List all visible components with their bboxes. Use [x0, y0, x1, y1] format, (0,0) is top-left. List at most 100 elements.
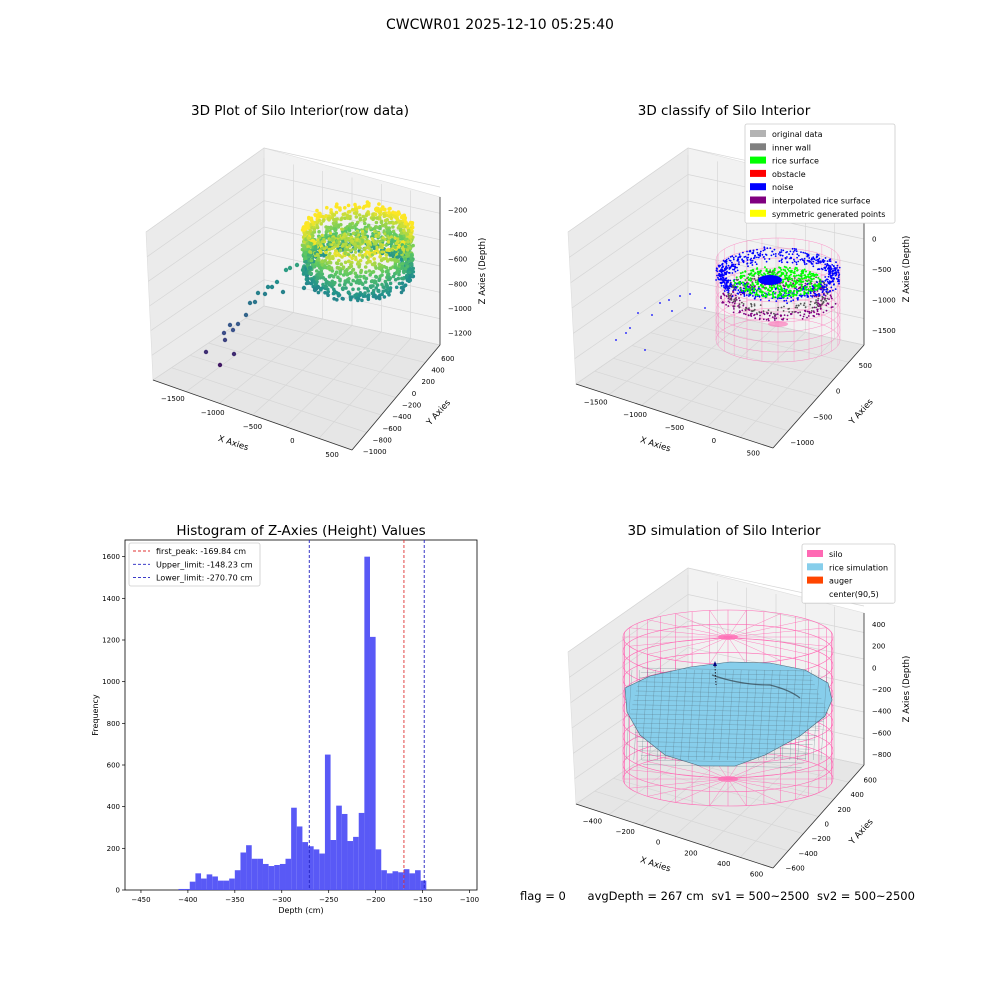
raw-data-point: [406, 240, 410, 244]
raw-x-axis-label: X Axies: [217, 434, 250, 453]
sim-rice-mesh: [631, 718, 824, 722]
cls-rice-surface-point: [756, 270, 759, 273]
raw-data-point: [342, 282, 347, 287]
cls-interpolated-point: [737, 305, 739, 307]
raw-data-point: [350, 225, 355, 230]
sim-grid-line: [567, 567, 689, 653]
raw-data-point: [372, 246, 377, 250]
raw-data-point: [324, 230, 329, 234]
cls-noise-point: [801, 294, 804, 297]
cls-noise-point: [731, 272, 734, 274]
raw-data-point: [334, 227, 338, 232]
cls-rice-surface-point: [804, 274, 807, 277]
sim-x-tick-label: −400: [583, 817, 602, 825]
raw-data-point: [397, 281, 402, 286]
cls-noise-point: [817, 258, 820, 261]
raw-grid-line: [145, 147, 265, 233]
raw-z-axis-label: Z Axies (Depth): [478, 238, 488, 305]
cls-rice-surface-point: [787, 292, 790, 295]
plot-histogram: −450 −400 −350 −300 −250 −200 −150 −100 0 200 400 6…: [91, 539, 479, 915]
cls-x-tick-label: 0: [712, 437, 716, 445]
cls-z-axis-label: Z Axies (Depth): [902, 236, 912, 303]
cls-inner-wall-point: [766, 311, 768, 314]
cls-rice-surface-point: [817, 284, 820, 287]
cls-noise-point: [834, 288, 837, 290]
raw-data-point: [347, 209, 352, 214]
raw-data-point: [372, 251, 377, 255]
raw-data-point: [316, 272, 321, 277]
cls-noise-point: [785, 299, 788, 302]
cls-rice-surface-point: [805, 285, 808, 288]
raw-data-point: [332, 297, 336, 301]
cls-noise-point: [759, 299, 762, 301]
cls-rice-surface-point: [812, 272, 815, 275]
cls-interpolated-point: [815, 295, 818, 298]
raw-y-tick-label: 600: [441, 355, 454, 363]
cls-inner-wall-point: [757, 276, 760, 279]
sim-rice-mesh: [711, 669, 718, 761]
raw-data-point: [407, 229, 411, 233]
cls-rice-surface-point: [742, 284, 745, 286]
cls-interpolated-point: [754, 285, 756, 287]
cls-noise-point: [757, 256, 760, 259]
raw-data-point: [408, 278, 413, 283]
cls-interpolated-point: [831, 297, 833, 300]
cls-interpolated-point: [727, 297, 730, 300]
cls-noise-point: [796, 256, 798, 259]
cls-noise-point: [745, 294, 748, 296]
cls-rice-surface-point: [788, 289, 791, 292]
cls-rice-surface-point: [756, 268, 758, 270]
raw-z-tick-label: −400: [448, 231, 467, 239]
raw-data-point: [363, 217, 368, 221]
cls-noise-point: [799, 258, 802, 261]
cls-noise-point: [822, 286, 825, 288]
cls-legend-swatch: [750, 196, 766, 204]
cls-rice-surface-point: [810, 272, 813, 275]
cls-legend-label: symmetric generated points: [772, 210, 885, 219]
hist-bar: [375, 849, 382, 891]
cls-rice-surface-point: [748, 289, 751, 292]
cls-x-axis-line: [575, 383, 774, 449]
raw-data-point: [322, 247, 327, 251]
sim-rice-mesh: [640, 755, 807, 759]
raw-data-point: [363, 280, 368, 284]
cls-rice-surface-point: [809, 275, 812, 278]
cls-noise-point: [747, 265, 749, 268]
raw-data-point: [346, 280, 351, 284]
raw-data-point: [329, 281, 334, 286]
raw-plot-title: 3D Plot of Silo Interior(row data): [191, 103, 409, 119]
raw-data-point: [377, 278, 381, 283]
cls-rice-surface-point: [755, 291, 758, 294]
cls-rice-surface-point: [757, 285, 760, 288]
raw-data-point: [370, 237, 374, 241]
cls-inner-wall-point: [729, 297, 732, 300]
raw-data-point: [306, 245, 310, 249]
cls-rice-surface-point: [800, 288, 803, 291]
raw-data-point: [354, 222, 359, 227]
hist-bar: [223, 880, 230, 891]
cls-interpolated-point: [819, 287, 822, 290]
cls-noise-point: [823, 294, 825, 296]
cls-rice-surface-point: [794, 286, 797, 289]
cls-inner-wall-point: [780, 306, 783, 309]
cls-rice-surface-point: [816, 274, 819, 276]
hist-bar: [330, 840, 337, 890]
cls-grid-line: [571, 227, 689, 309]
cls-inner-wall-point: [738, 303, 741, 305]
cls-rice-surface-point: [738, 280, 741, 283]
raw-data-point: [344, 226, 348, 230]
cls-noise-point: [786, 302, 788, 305]
raw-data-point: [411, 243, 415, 248]
cls-interpolated-point: [771, 316, 774, 318]
cls-noise-point: [735, 255, 737, 258]
raw-y-axis-line: [351, 344, 441, 451]
sim-x-axis-line: [575, 803, 774, 869]
hist-bar: [409, 873, 416, 890]
cls-inner-wall-point: [825, 286, 828, 289]
cls-interpolated-point: [740, 293, 742, 296]
cls-noise-point: [752, 249, 755, 252]
hist-bar: [262, 863, 269, 890]
cls-noise-point: [727, 281, 730, 283]
cls-rice-surface-point: [787, 284, 790, 287]
cls-noise-point: [734, 267, 736, 269]
